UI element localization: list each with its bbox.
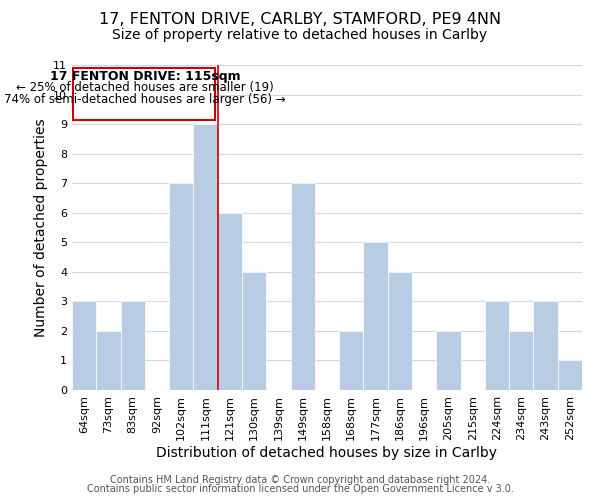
Bar (72, 302, 96, 390)
Text: Size of property relative to detached houses in Carlby: Size of property relative to detached ho… (112, 28, 488, 42)
Text: 74% of semi-detached houses are larger (56) →: 74% of semi-detached houses are larger (… (4, 93, 286, 106)
Bar (121, 302, 145, 390)
Text: 17 FENTON DRIVE: 115sqm: 17 FENTON DRIVE: 115sqm (50, 70, 240, 84)
Bar (509, 331, 533, 390)
Text: Contains public sector information licensed under the Open Government Licence v : Contains public sector information licen… (86, 484, 514, 494)
Bar (533, 302, 558, 390)
Text: ← 25% of detached houses are smaller (19): ← 25% of detached houses are smaller (19… (16, 81, 274, 94)
Bar (388, 272, 412, 390)
X-axis label: Distribution of detached houses by size in Carlby: Distribution of detached houses by size … (157, 446, 497, 460)
Text: 17, FENTON DRIVE, CARLBY, STAMFORD, PE9 4NN: 17, FENTON DRIVE, CARLBY, STAMFORD, PE9 … (99, 12, 501, 28)
Text: Contains HM Land Registry data © Crown copyright and database right 2024.: Contains HM Land Registry data © Crown c… (110, 475, 490, 485)
Bar (242, 272, 266, 390)
Bar (169, 183, 193, 390)
Bar (364, 242, 388, 390)
Bar (218, 212, 242, 390)
Bar (485, 302, 509, 390)
FancyBboxPatch shape (73, 68, 215, 120)
Bar (290, 183, 315, 390)
Bar (193, 124, 218, 390)
Y-axis label: Number of detached properties: Number of detached properties (34, 118, 47, 337)
Bar (96, 331, 121, 390)
Bar (558, 360, 582, 390)
Bar (339, 331, 364, 390)
Bar (436, 331, 461, 390)
